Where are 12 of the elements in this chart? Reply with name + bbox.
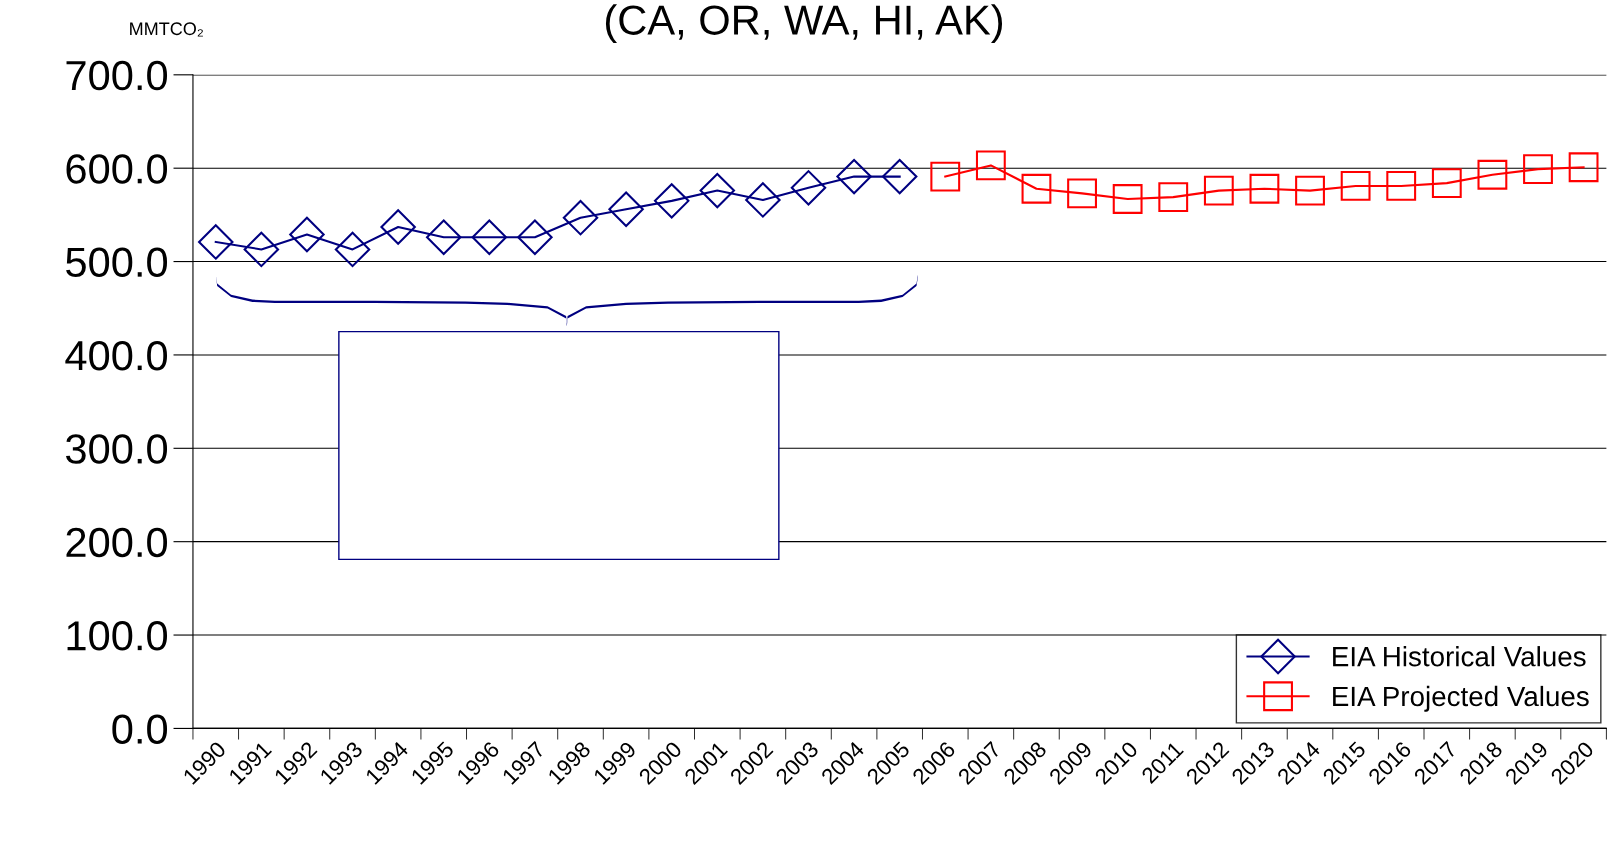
legend-label: EIA Historical Values xyxy=(1333,646,1586,667)
y-tick-label: 100.0 xyxy=(67,621,168,651)
y-axis-title: MMTCO₂ xyxy=(130,22,203,37)
legend-label: EIA Projected Values xyxy=(1333,685,1589,712)
y-tick-label: 300.0 xyxy=(65,434,168,464)
y-tick-label: 700.0 xyxy=(66,60,168,91)
y-tick-label: 500.0 xyxy=(66,247,168,278)
y-tick-label: 600.0 xyxy=(66,154,168,184)
chart-title: (CA, OR, WA, HI, AK) xyxy=(605,4,1003,44)
y-tick-label: 0.0 xyxy=(112,714,168,744)
y-tick-label: 400.0 xyxy=(65,340,168,371)
y-tick-label: 200.0 xyxy=(66,527,168,558)
